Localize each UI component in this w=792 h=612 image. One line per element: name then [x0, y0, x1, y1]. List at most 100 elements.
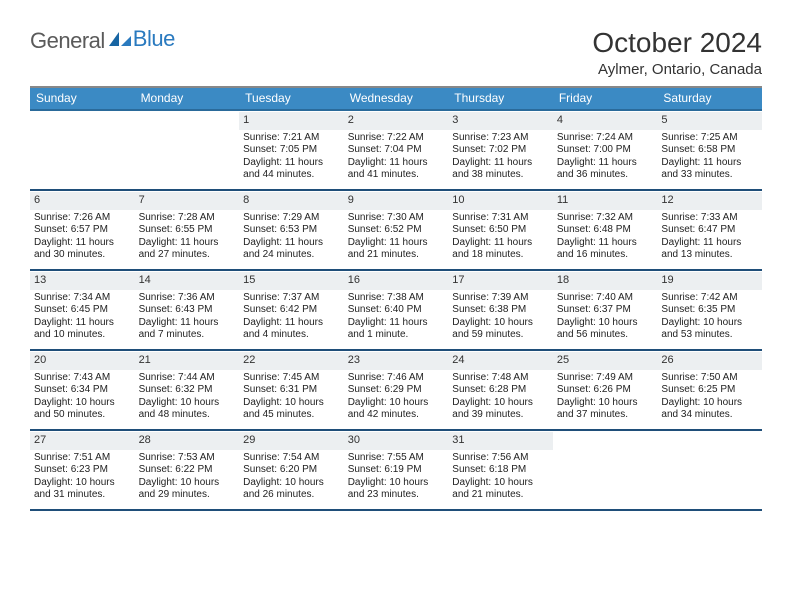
sunrise-text: Sunrise: 7:28 AM	[139, 212, 236, 225]
calendar-body: 1Sunrise: 7:21 AMSunset: 7:05 PMDaylight…	[30, 111, 762, 511]
calendar-cell: 13Sunrise: 7:34 AMSunset: 6:45 PMDayligh…	[30, 271, 135, 349]
sunset-text: Sunset: 6:48 PM	[557, 224, 654, 237]
sunset-text: Sunset: 6:40 PM	[348, 304, 445, 317]
calendar-week: 27 Sunrise: 7:51 AMSunset: 6:23 PM Dayligh…	[30, 431, 762, 511]
daylight-text: Daylight: 10 hours and 29 minutes.	[139, 477, 236, 502]
sunset-text: Sunset: 6:45 PM	[34, 304, 131, 317]
daylight-text: Daylight: 10 hours and 39 minutes.	[452, 397, 549, 422]
sunrise-text: Sunrise: 7:32 AM	[557, 212, 654, 225]
sunrise-text: Sunrise: 7:56 AM	[452, 452, 549, 465]
day-number: 15	[239, 272, 344, 290]
daylight-text: Daylight: 11 hours and 13 minutes.	[661, 237, 758, 262]
calendar-week: 20Sunrise: 7:43 AMSunset: 6:34 PMDayligh…	[30, 351, 762, 431]
day-number: 16	[344, 272, 449, 290]
calendar-cell	[553, 431, 658, 509]
calendar-cell: 15Sunrise: 7:37 AMSunset: 6:42 PMDayligh…	[239, 271, 344, 349]
sunset-text: Sunset: 6:26 PM	[557, 384, 654, 397]
sunset-text: Sunset: 6:28 PM	[452, 384, 549, 397]
sunset-text: Sunset: 7:04 PM	[348, 144, 445, 157]
daylight-text: Daylight: 11 hours and 36 minutes.	[557, 157, 654, 182]
calendar-cell: 6Sunrise: 7:26 AMSunset: 6:57 PMDaylight…	[30, 191, 135, 269]
calendar-cell: 27Sunrise: 7:51 AMSunset: 6:23 PMDayligh…	[30, 431, 135, 509]
calendar-cell	[135, 111, 240, 189]
day-number: 19	[657, 272, 762, 290]
calendar-cell: 28Sunrise: 7:53 AMSunset: 6:22 PMDayligh…	[135, 431, 240, 509]
sunset-text: Sunset: 6:53 PM	[243, 224, 340, 237]
sunset-text: Sunset: 6:19 PM	[348, 464, 445, 477]
calendar-cell: 23Sunrise: 7:46 AMSunset: 6:29 PMDayligh…	[344, 351, 449, 429]
location-label: Aylmer, Ontario, Canada	[592, 61, 762, 78]
day-number: 8	[239, 192, 344, 210]
day-number: 22	[239, 352, 344, 370]
calendar-cell: 9Sunrise: 7:30 AMSunset: 6:52 PMDaylight…	[344, 191, 449, 269]
sunrise-text: Sunrise: 7:39 AM	[452, 292, 549, 305]
daylight-text: Daylight: 11 hours and 1 minute.	[348, 317, 445, 342]
daylight-text: Daylight: 11 hours and 27 minutes.	[139, 237, 236, 262]
sunrise-text: Sunrise: 7:36 AM	[139, 292, 236, 305]
dow-sunday: Sunday	[30, 88, 135, 109]
daylight-text: Daylight: 10 hours and 45 minutes.	[243, 397, 340, 422]
calendar-cell: 26Sunrise: 7:50 AMSunset: 6:25 PMDayligh…	[657, 351, 762, 429]
sunset-text: Sunset: 7:02 PM	[452, 144, 549, 157]
sunrise-text: Sunrise: 7:46 AM	[348, 372, 445, 385]
calendar-cell: 29Sunrise: 7:54 AMSunset: 6:20 PMDayligh…	[239, 431, 344, 509]
dow-friday: Friday	[553, 88, 658, 109]
sunrise-text: Sunrise: 7:42 AM	[661, 292, 758, 305]
calendar-cell: 8Sunrise: 7:29 AMSunset: 6:53 PMDaylight…	[239, 191, 344, 269]
calendar-cell: 2Sunrise: 7:22 AMSunset: 7:04 PMDaylight…	[344, 111, 449, 189]
daylight-text: Daylight: 10 hours and 23 minutes.	[348, 477, 445, 502]
day-number: 27	[30, 432, 135, 450]
sunset-text: Sunset: 6:23 PM	[34, 464, 131, 477]
sunset-text: Sunset: 6:20 PM	[243, 464, 340, 477]
day-number: 29	[239, 432, 344, 450]
sunrise-text: Sunrise: 7:49 AM	[557, 372, 654, 385]
day-number: 31	[448, 432, 553, 450]
sunset-text: Sunset: 6:22 PM	[139, 464, 236, 477]
sunrise-text: Sunrise: 7:37 AM	[243, 292, 340, 305]
sunrise-text: Sunrise: 7:48 AM	[452, 372, 549, 385]
sunrise-text: Sunrise: 7:55 AM	[348, 452, 445, 465]
dow-tuesday: Tuesday	[239, 88, 344, 109]
sunset-text: Sunset: 6:32 PM	[139, 384, 236, 397]
daylight-text: Daylight: 10 hours and 50 minutes.	[34, 397, 131, 422]
day-number: 2	[344, 112, 449, 130]
sunset-text: Sunset: 6:29 PM	[348, 384, 445, 397]
day-number: 25	[553, 352, 658, 370]
sunset-text: Sunset: 6:50 PM	[452, 224, 549, 237]
day-number: 6	[30, 192, 135, 210]
logo-word-blue: Blue	[133, 26, 175, 52]
sunrise-text: Sunrise: 7:51 AM	[34, 452, 131, 465]
daylight-text: Daylight: 10 hours and 21 minutes.	[452, 477, 549, 502]
sunrise-text: Sunrise: 7:44 AM	[139, 372, 236, 385]
sunrise-text: Sunrise: 7:50 AM	[661, 372, 758, 385]
sunset-text: Sunset: 6:47 PM	[661, 224, 758, 237]
calendar-cell: 25Sunrise: 7:49 AMSunset: 6:26 PMDayligh…	[553, 351, 658, 429]
calendar-cell: 31Sunrise: 7:56 AMSunset: 6:18 PMDayligh…	[448, 431, 553, 509]
calendar-cell: 21Sunrise: 7:44 AMSunset: 6:32 PMDayligh…	[135, 351, 240, 429]
sunrise-text: Sunrise: 7:34 AM	[34, 292, 131, 305]
sunset-text: Sunset: 7:05 PM	[243, 144, 340, 157]
daylight-text: Daylight: 11 hours and 18 minutes.	[452, 237, 549, 262]
calendar-cell: 4Sunrise: 7:24 AMSunset: 7:00 PMDaylight…	[553, 111, 658, 189]
dow-monday: Monday	[135, 88, 240, 109]
day-number: 24	[448, 352, 553, 370]
calendar-cell: 7Sunrise: 7:28 AMSunset: 6:55 PMDaylight…	[135, 191, 240, 269]
daylight-text: Daylight: 10 hours and 42 minutes.	[348, 397, 445, 422]
sunset-text: Sunset: 6:31 PM	[243, 384, 340, 397]
sunrise-text: Sunrise: 7:26 AM	[34, 212, 131, 225]
calendar-week: 6Sunrise: 7:26 AMSunset: 6:57 PMDaylight…	[30, 191, 762, 271]
daylight-text: Daylight: 10 hours and 26 minutes.	[243, 477, 340, 502]
sunrise-text: Sunrise: 7:22 AM	[348, 132, 445, 145]
sunrise-text: Sunrise: 7:25 AM	[661, 132, 758, 145]
daylight-text: Daylight: 11 hours and 33 minutes.	[661, 157, 758, 182]
calendar-cell: 12Sunrise: 7:33 AMSunset: 6:47 PMDayligh…	[657, 191, 762, 269]
daylight-text: Daylight: 11 hours and 7 minutes.	[139, 317, 236, 342]
calendar-page: General Blue October 2024 Aylmer, Ontari…	[0, 0, 792, 531]
day-number: 30	[344, 432, 449, 450]
daylight-text: Daylight: 11 hours and 24 minutes.	[243, 237, 340, 262]
day-number: 4	[553, 112, 658, 130]
day-number: 7	[135, 192, 240, 210]
calendar-cell	[30, 111, 135, 189]
day-number: 3	[448, 112, 553, 130]
sunrise-text: Sunrise: 7:40 AM	[557, 292, 654, 305]
